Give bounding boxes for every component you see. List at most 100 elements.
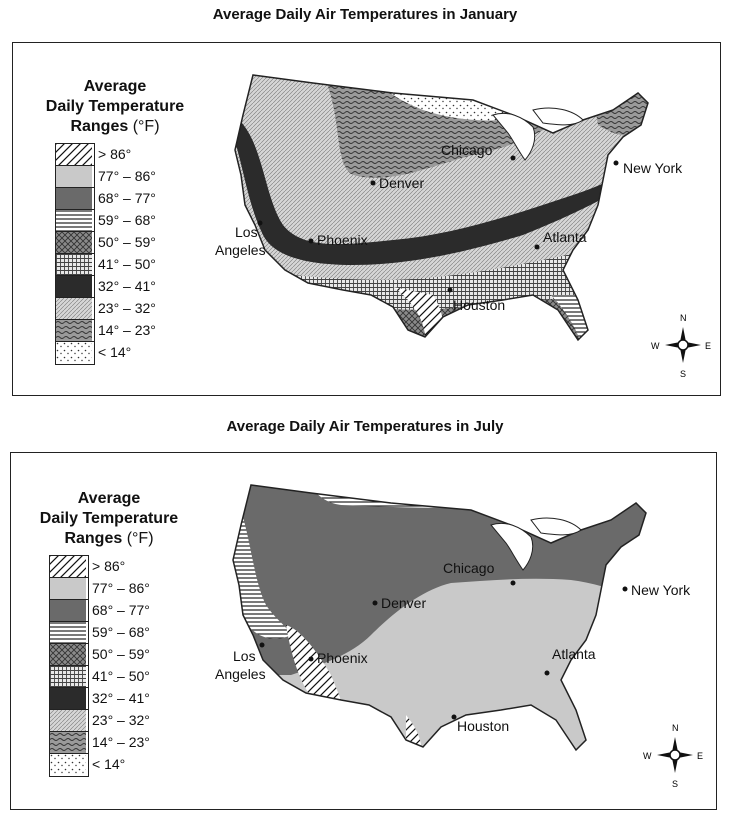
legend-heading-line-3: Ranges [70,118,129,135]
legend-row-59-68: 59° – 68° [50,622,150,644]
july-map-panel: Average Daily Temperature Ranges (°F) > … [10,452,717,810]
phoenix-label: Phoenix [317,232,368,248]
january-legend: Average Daily Temperature Ranges (°F) > … [25,77,205,365]
legend-row-lt14: < 14° [56,342,131,364]
new-york-label: New York [623,160,683,176]
los-angeles-marker [259,642,265,648]
legend-label: 50° – 59° [98,234,156,250]
legend-row-23-32: 23° – 32° [50,710,150,732]
houston-label: Houston [457,718,509,734]
legend-row-50-59: 50° – 59° [56,232,156,254]
legend-unit: (°F) [126,530,154,547]
legend-row-32-41: 32° – 41° [56,276,156,298]
atlanta-marker [534,244,540,250]
compass-w: W [643,751,652,761]
atlanta-label: Atlanta [543,229,587,245]
los-angeles-label-line-1: Los [233,648,256,664]
legend-label: 23° – 32° [92,712,150,728]
legend-row-59-68: 59° – 68° [56,210,156,232]
legend-label: 68° – 77° [98,190,156,206]
legend-heading-line-1: Average [77,490,141,507]
legend-heading-line-3: Ranges [64,530,123,547]
legend-label: 41° – 50° [98,256,156,272]
houston-marker [451,714,457,720]
january-map-title: Average Daily Air Temperatures in Januar… [212,6,518,23]
legend-label: > 86° [98,146,132,162]
legend-heading-line-2: Daily Temperature [45,98,185,115]
legend-label: 50° – 59° [92,646,150,662]
houston-marker [447,287,453,293]
atlanta-marker [544,670,550,676]
compass-s: S [680,369,686,379]
legend-heading-line-1: Average [83,78,147,95]
los-angeles-label-line-1: Los [235,224,258,240]
new-york-marker [622,586,628,592]
legend-label: 77° – 86° [92,580,150,596]
legend-unit: (°F) [132,118,160,135]
legend-swatches: > 86° 77° – 86° 68° – 77° 59° – 68° 50° … [55,143,156,365]
legend-row-gt86: > 86° [50,556,125,578]
legend-row-50-59: 50° – 59° [50,644,150,666]
legend-heading: Average Daily Temperature Ranges (°F) [25,77,205,137]
phoenix-marker [308,656,314,662]
compass-n: N [680,313,687,323]
denver-label: Denver [379,175,424,191]
legend-swatches: > 86° 77° – 86° 68° – 77° 59° – 68° 50° … [49,555,150,777]
legend-label: 77° – 86° [98,168,156,184]
legend-heading-line-2: Daily Temperature [39,510,179,527]
phoenix-marker [308,238,314,244]
legend-label: 68° – 77° [92,602,150,618]
chicago-marker [510,155,516,161]
july-temperature-zones [233,485,646,750]
legend-row-lt14: < 14° [50,754,125,776]
legend-row-77-86: 77° – 86° [50,578,150,600]
denver-marker [372,600,378,606]
great-lakes [490,522,534,571]
los-angeles-label-line-2: Angeles [215,242,266,258]
chicago-marker [510,580,516,586]
legend-row-32-41: 32° – 41° [50,688,150,710]
january-temperature-zones [235,75,648,340]
legend-row-68-77: 68° – 77° [56,188,156,210]
compass-icon: N S E W [651,313,711,379]
legend-label: 14° – 23° [98,322,156,338]
legend-row-23-32: 23° – 32° [56,298,156,320]
legend-label: 59° – 68° [92,624,150,640]
great-lakes [532,107,584,126]
january-us-map: Chicago Denver New York Los Angeles Phoe… [215,74,711,379]
legend-label: < 14° [98,344,132,360]
denver-label: Denver [381,595,426,611]
july-us-map: Chicago Denver New York Los Angeles Phoe… [215,484,703,789]
legend-label: 59° – 68° [98,212,156,228]
new-york-marker [613,160,619,166]
legend-label: 14° – 23° [92,734,150,750]
los-angeles-marker [257,220,263,226]
great-lakes [530,517,582,536]
compass-w: W [651,341,660,351]
us-outline [232,484,647,752]
los-angeles-label-line-2: Angeles [215,666,266,682]
legend-row-14-23: 14° – 23° [50,732,150,754]
houston-label: Houston [453,297,505,313]
phoenix-label: Phoenix [317,650,368,666]
legend-label: 41° – 50° [92,668,150,684]
compass-s: S [672,779,678,789]
july-legend: Average Daily Temperature Ranges (°F) > … [19,489,199,777]
january-map-panel: Average Daily Temperature Ranges (°F) > … [12,42,721,396]
legend-row-77-86: 77° – 86° [56,166,156,188]
new-york-label: New York [631,582,691,598]
legend-label: 32° – 41° [98,278,156,294]
denver-marker [370,180,376,186]
legend-label: > 86° [92,558,126,574]
legend-label: 32° – 41° [92,690,150,706]
atlanta-label: Atlanta [552,646,596,662]
legend-heading: Average Daily Temperature Ranges (°F) [19,489,199,549]
legend-row-41-50: 41° – 50° [56,254,156,276]
chicago-label: Chicago [443,560,495,576]
legend-row-gt86: > 86° [56,144,131,166]
us-outline [234,74,649,342]
legend-row-14-23: 14° – 23° [56,320,156,342]
july-map-title: Average Daily Air Temperatures in July [226,418,504,435]
great-lakes [492,112,536,161]
compass-icon: N S E W [643,723,703,789]
